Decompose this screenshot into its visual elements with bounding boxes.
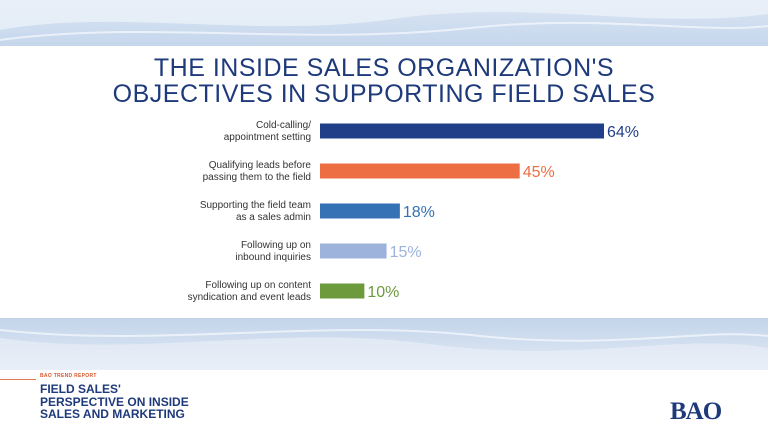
value-label: 15%: [390, 244, 422, 261]
report-title: Field Sales' Perspective on Inside Sales…: [40, 383, 260, 421]
footer-wave-band: [0, 318, 768, 370]
category-label-line: Qualifying leads before: [209, 160, 312, 171]
category-label: Supporting the field team as a sales admi…: [200, 200, 311, 223]
category-label: Qualifying leads before passing them to t…: [203, 160, 312, 183]
category-label-line: appointment setting: [224, 132, 311, 143]
category-label-line: Cold-calling/: [256, 120, 311, 131]
category-label-line: Supporting the field team: [200, 200, 311, 211]
bar: [320, 243, 387, 259]
category-label-line: syndication and event leads: [188, 292, 311, 303]
bao-logo: BAO: [670, 398, 722, 425]
category-label: Cold-calling/appointment setting: [224, 120, 311, 143]
chart-title-line-1: THE INSIDE SALES ORGANIZATION'S: [153, 54, 615, 82]
bar: [320, 123, 604, 139]
category-label: Following up on inbound inquiries: [235, 240, 311, 263]
value-label: 18%: [403, 204, 435, 221]
report-label: BAO TREND REPORT: [40, 373, 97, 379]
value-label: 64%: [607, 124, 639, 141]
category-label-line: passing them to the field: [203, 172, 311, 183]
category-label-line: inbound inquiries: [235, 252, 311, 263]
value-label: 45%: [523, 164, 555, 181]
category-label-line: Following up on content: [205, 280, 311, 291]
report-title-line-1: Field Sales': [40, 382, 121, 396]
bar: [320, 283, 365, 299]
category-label: Following up on content syndication and e…: [188, 280, 312, 303]
bar: [320, 163, 520, 179]
header-wave-band: [0, 0, 768, 46]
report-title-line-2: Perspective on Inside: [40, 394, 189, 409]
bar: [320, 203, 400, 219]
footer-divider: [0, 379, 36, 380]
value-label: 10%: [367, 284, 399, 301]
bar-chart: Cold-calling/appointment setting 64% Quali…: [188, 120, 639, 303]
category-label-line: as a sales admin: [236, 212, 311, 223]
category-label-line: Following up on: [241, 240, 311, 251]
chart-title: THE INSIDE SALES ORGANIZATION'S OBJECTIV…: [0, 55, 768, 107]
report-title-line-3: Sales and Marketing: [40, 407, 185, 421]
chart-title-line-2: OBJECTIVES IN SUPPORTING FIELD SALES: [112, 80, 656, 108]
